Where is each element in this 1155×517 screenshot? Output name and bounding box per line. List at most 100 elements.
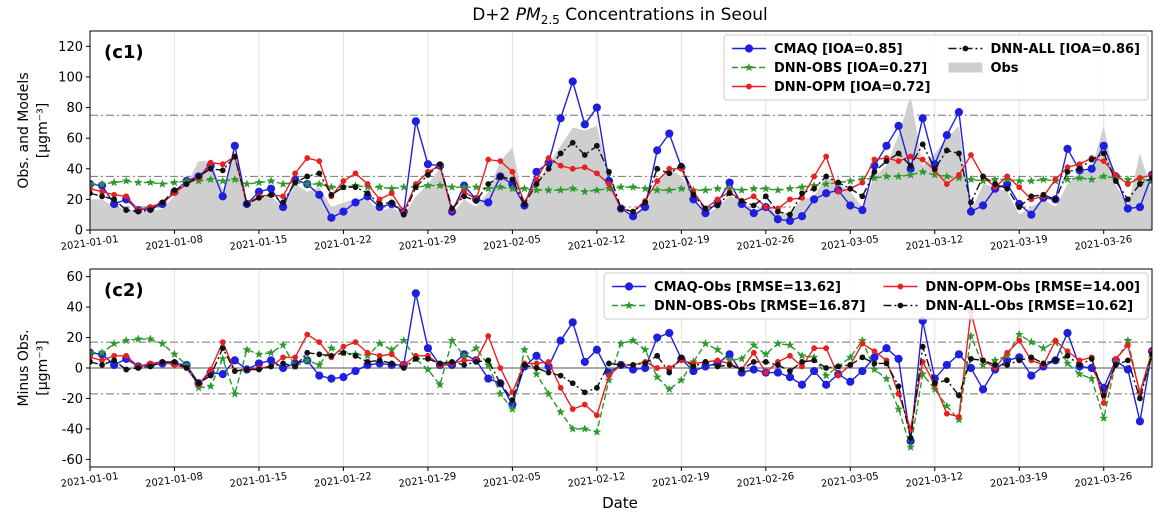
marker <box>822 380 831 389</box>
marker <box>1135 417 1145 426</box>
marker <box>280 354 286 361</box>
marker <box>702 359 709 365</box>
marker <box>954 350 964 359</box>
marker <box>714 202 721 209</box>
marker <box>1099 171 1109 181</box>
marker <box>569 406 576 413</box>
marker <box>968 199 974 206</box>
marker <box>774 362 781 368</box>
plot-frame <box>89 268 1153 468</box>
marker <box>1137 395 1143 402</box>
marker <box>654 178 661 184</box>
marker <box>569 380 576 387</box>
marker <box>495 182 505 191</box>
marker <box>835 179 842 186</box>
marker <box>219 161 226 168</box>
title-suffix: Concentrations in Seoul <box>565 5 768 25</box>
y-tick-label: 60 <box>66 270 83 285</box>
x-tick-label: 2021-02-12 <box>567 234 626 253</box>
x-tick-label: 2021-01-01 <box>60 471 119 490</box>
marker <box>593 384 600 391</box>
marker <box>858 366 867 376</box>
marker <box>1087 164 1096 173</box>
marker <box>1123 365 1132 374</box>
marker <box>423 344 433 353</box>
x-tick-label: 2021-01-22 <box>314 234 373 253</box>
marker <box>906 442 916 452</box>
marker <box>569 139 576 146</box>
marker <box>400 365 407 371</box>
marker <box>544 389 554 398</box>
title-pollutant: PM <box>516 5 541 25</box>
marker <box>907 153 914 160</box>
legend-box <box>603 272 1149 320</box>
marker <box>256 366 262 373</box>
marker <box>1027 371 1036 380</box>
marker <box>738 198 745 204</box>
marker <box>169 349 180 359</box>
y-tick-label: 0 <box>75 362 83 377</box>
series-line <box>90 333 1152 448</box>
marker <box>473 359 480 365</box>
marker <box>787 352 793 359</box>
marker <box>412 184 419 191</box>
marker <box>145 334 155 343</box>
marker <box>157 179 167 188</box>
marker <box>593 412 600 419</box>
marker <box>858 206 867 215</box>
marker <box>919 141 926 148</box>
marker <box>340 184 347 191</box>
marker <box>954 108 964 117</box>
marker <box>1016 204 1023 210</box>
marker <box>399 182 409 191</box>
marker <box>545 155 552 161</box>
marker <box>1027 210 1036 219</box>
marker <box>461 193 468 200</box>
marker <box>943 147 950 154</box>
x-tick-label: 2021-02-05 <box>482 234 541 253</box>
marker <box>497 365 504 371</box>
marker <box>918 167 928 176</box>
panel-label: (c1) <box>104 42 144 63</box>
marker <box>376 196 383 203</box>
x-tick-label: 2021-03-12 <box>905 471 964 490</box>
marker <box>568 77 577 86</box>
marker <box>883 360 890 367</box>
marker <box>423 180 433 190</box>
marker <box>90 348 95 357</box>
marker <box>1064 352 1071 359</box>
marker <box>968 355 974 362</box>
marker <box>966 174 976 184</box>
x-tick-label: 2021-01-01 <box>60 234 119 253</box>
marker <box>690 363 697 370</box>
marker <box>811 345 817 352</box>
marker <box>1124 342 1131 349</box>
marker <box>593 170 600 177</box>
marker <box>171 359 178 365</box>
marker <box>750 202 757 209</box>
marker <box>762 369 769 376</box>
marker <box>823 365 830 371</box>
marker <box>1004 173 1011 180</box>
marker <box>111 191 118 198</box>
marker <box>280 199 286 206</box>
y-tick-label: 40 <box>66 162 83 177</box>
legend: CMAQ-Obs [RMSE=13.62] DNN-OBS-Obs [RMSE=1… <box>603 272 1149 320</box>
marker <box>90 185 93 192</box>
marker <box>821 370 831 380</box>
marker <box>411 117 420 126</box>
marker <box>121 335 131 345</box>
marker <box>737 354 747 363</box>
marker <box>1064 168 1071 175</box>
marker <box>907 435 914 441</box>
marker <box>744 62 754 72</box>
marker <box>666 165 673 172</box>
marker <box>762 193 769 200</box>
marker <box>352 184 359 191</box>
y-tick-label: 80 <box>66 101 83 116</box>
marker <box>1062 358 1073 368</box>
marker <box>364 181 371 187</box>
marker <box>895 383 902 390</box>
marker <box>821 179 831 188</box>
marker <box>918 369 928 378</box>
